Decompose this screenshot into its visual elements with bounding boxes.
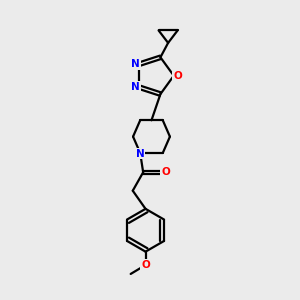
Text: O: O <box>173 71 182 81</box>
Text: O: O <box>161 167 170 177</box>
Text: N: N <box>136 148 145 159</box>
Text: N: N <box>131 82 140 92</box>
Text: O: O <box>141 260 150 270</box>
Text: N: N <box>131 59 140 69</box>
